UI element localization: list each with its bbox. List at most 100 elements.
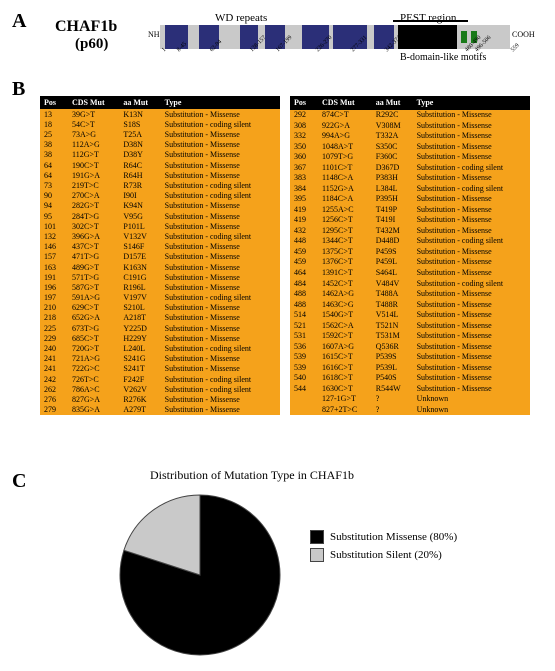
cell: S241G	[119, 354, 160, 364]
cell: T419I	[372, 215, 413, 226]
cell: R544W	[372, 383, 413, 394]
cell: 827G>A	[68, 394, 119, 404]
cell: 1256C>T	[318, 215, 372, 226]
cell: Substitution - coding silent	[161, 374, 280, 384]
table-row: 4641391C>TS464LSubstitution - Missense	[290, 267, 530, 278]
cell: Substitution - coding silent	[161, 293, 280, 303]
cell: T521N	[372, 320, 413, 331]
cell: 488	[290, 288, 318, 299]
cell: L384L	[372, 183, 413, 194]
table-row: 229685C>TH229YSubstitution - Missense	[40, 333, 280, 343]
table-row: 5211562C>AT521NSubstitution - Missense	[290, 320, 530, 331]
cell: 464	[290, 267, 318, 278]
cell: H229Y	[119, 333, 160, 343]
cell: Substitution - Missense	[161, 262, 280, 272]
cell: T488R	[372, 299, 413, 310]
mutation-tables: PosCDS Mutaa MutType1339G>TK13NSubstitut…	[40, 96, 530, 415]
cell: Substitution - Missense	[413, 330, 530, 341]
cell: F242F	[119, 374, 160, 384]
cell: 241	[40, 354, 68, 364]
cell: C191G	[119, 272, 160, 282]
cell: P459L	[372, 257, 413, 268]
cell: 73	[40, 181, 68, 191]
cell: 197	[40, 293, 68, 303]
pest-region	[398, 25, 457, 49]
cell: V484V	[372, 278, 413, 289]
cell: Substitution - Missense	[161, 150, 280, 160]
cell: Substitution - coding silent	[413, 183, 530, 194]
cell: Substitution - Missense	[161, 252, 280, 262]
cell: 437C>T	[68, 242, 119, 252]
cell: 544	[290, 383, 318, 394]
table-row: 4191256C>TT419ISubstitution - Missense	[290, 215, 530, 226]
table-row: 157471T>GD157ESubstitution - Missense	[40, 252, 280, 262]
cell: T419P	[372, 204, 413, 215]
cell: 395	[290, 194, 318, 205]
cell: 1295C>T	[318, 225, 372, 236]
cell: 1463C>G	[318, 299, 372, 310]
cell: Substitution - Missense	[413, 120, 530, 131]
cell: ?	[372, 394, 413, 405]
cell: 432	[290, 225, 318, 236]
cell: 282G>T	[68, 201, 119, 211]
table-row: 2573A>GT25ASubstitution - Missense	[40, 130, 280, 140]
mutation-table-left: PosCDS Mutaa MutType1339G>TK13NSubstitut…	[40, 96, 280, 415]
table-row: 4191255A>CT419PSubstitution - Missense	[290, 204, 530, 215]
cell: 685C>T	[68, 333, 119, 343]
cell: 1452C>T	[318, 278, 372, 289]
cell: 536	[290, 341, 318, 352]
cell: 279	[40, 405, 68, 415]
cell: 190C>T	[68, 160, 119, 170]
table-row: 292874C>TR292CSubstitution - Missense	[290, 110, 530, 121]
cell: 1462A>G	[318, 288, 372, 299]
cell: Substitution - Missense	[161, 272, 280, 282]
cell: 1391C>T	[318, 267, 372, 278]
table-row: 196587G>TR196LSubstitution - Missense	[40, 282, 280, 292]
cell: 157	[40, 252, 68, 262]
cell: 225	[40, 323, 68, 333]
cell: 1376C>T	[318, 257, 372, 268]
cell: Substitution - coding silent	[161, 344, 280, 354]
cell: 459	[290, 257, 318, 268]
cell: 396G>A	[68, 231, 119, 241]
cell: 827+2T>C	[318, 404, 372, 415]
table-row: 163489G>TK163NSubstitution - Missense	[40, 262, 280, 272]
table-row: 4591375C>TP459SSubstitution - Missense	[290, 246, 530, 257]
pest-caption: PEST region	[400, 12, 456, 24]
mutation-table-right: PosCDS Mutaa MutType292874C>TR292CSubsti…	[290, 96, 530, 415]
table-row: 38112G>TD38YSubstitution - Missense	[40, 150, 280, 160]
panel-c-label: C	[12, 470, 26, 493]
table-row: 5141540G>TV514LSubstitution - Missense	[290, 309, 530, 320]
cell: 922G>A	[318, 120, 372, 131]
cell: 1592C>T	[318, 330, 372, 341]
cell: Substitution - Missense	[161, 140, 280, 150]
cell: S18S	[119, 119, 160, 129]
table-row: 241721A>GS241GSubstitution - Missense	[40, 354, 280, 364]
cell: Substitution - Missense	[413, 288, 530, 299]
cell: 1607A>G	[318, 341, 372, 352]
cell: 1101C>T	[318, 162, 372, 173]
cell: 360	[290, 152, 318, 163]
cell: R276K	[119, 394, 160, 404]
cell: L240L	[119, 344, 160, 354]
table-row: 5311592C>TT531MSubstitution - Missense	[290, 330, 530, 341]
cell: Unknown	[413, 394, 530, 405]
table-row: 64190C>TR64CSubstitution - Missense	[40, 160, 280, 170]
cell: S210L	[119, 303, 160, 313]
cell: 127-1G>T	[318, 394, 372, 405]
cell: Substitution - Missense	[161, 242, 280, 252]
cell: 384	[290, 183, 318, 194]
cell: 539	[290, 362, 318, 373]
pie-chart	[115, 490, 285, 660]
cell: 471T>G	[68, 252, 119, 262]
cell: 488	[290, 299, 318, 310]
cell: 196	[40, 282, 68, 292]
table-row: 4881462A>GT488ASubstitution - Missense	[290, 288, 530, 299]
table-row: 4881463C>GT488RSubstitution - Missense	[290, 299, 530, 310]
cell: V308M	[372, 120, 413, 131]
table-row: 308922G>AV308MSubstitution - Missense	[290, 120, 530, 131]
table-row: 241722G>CS241TSubstitution - Missense	[40, 364, 280, 374]
cell: Substitution - Missense	[413, 110, 530, 121]
legend-label: Substitution Missense (80%)	[330, 531, 457, 543]
cell: 1148C>A	[318, 173, 372, 184]
